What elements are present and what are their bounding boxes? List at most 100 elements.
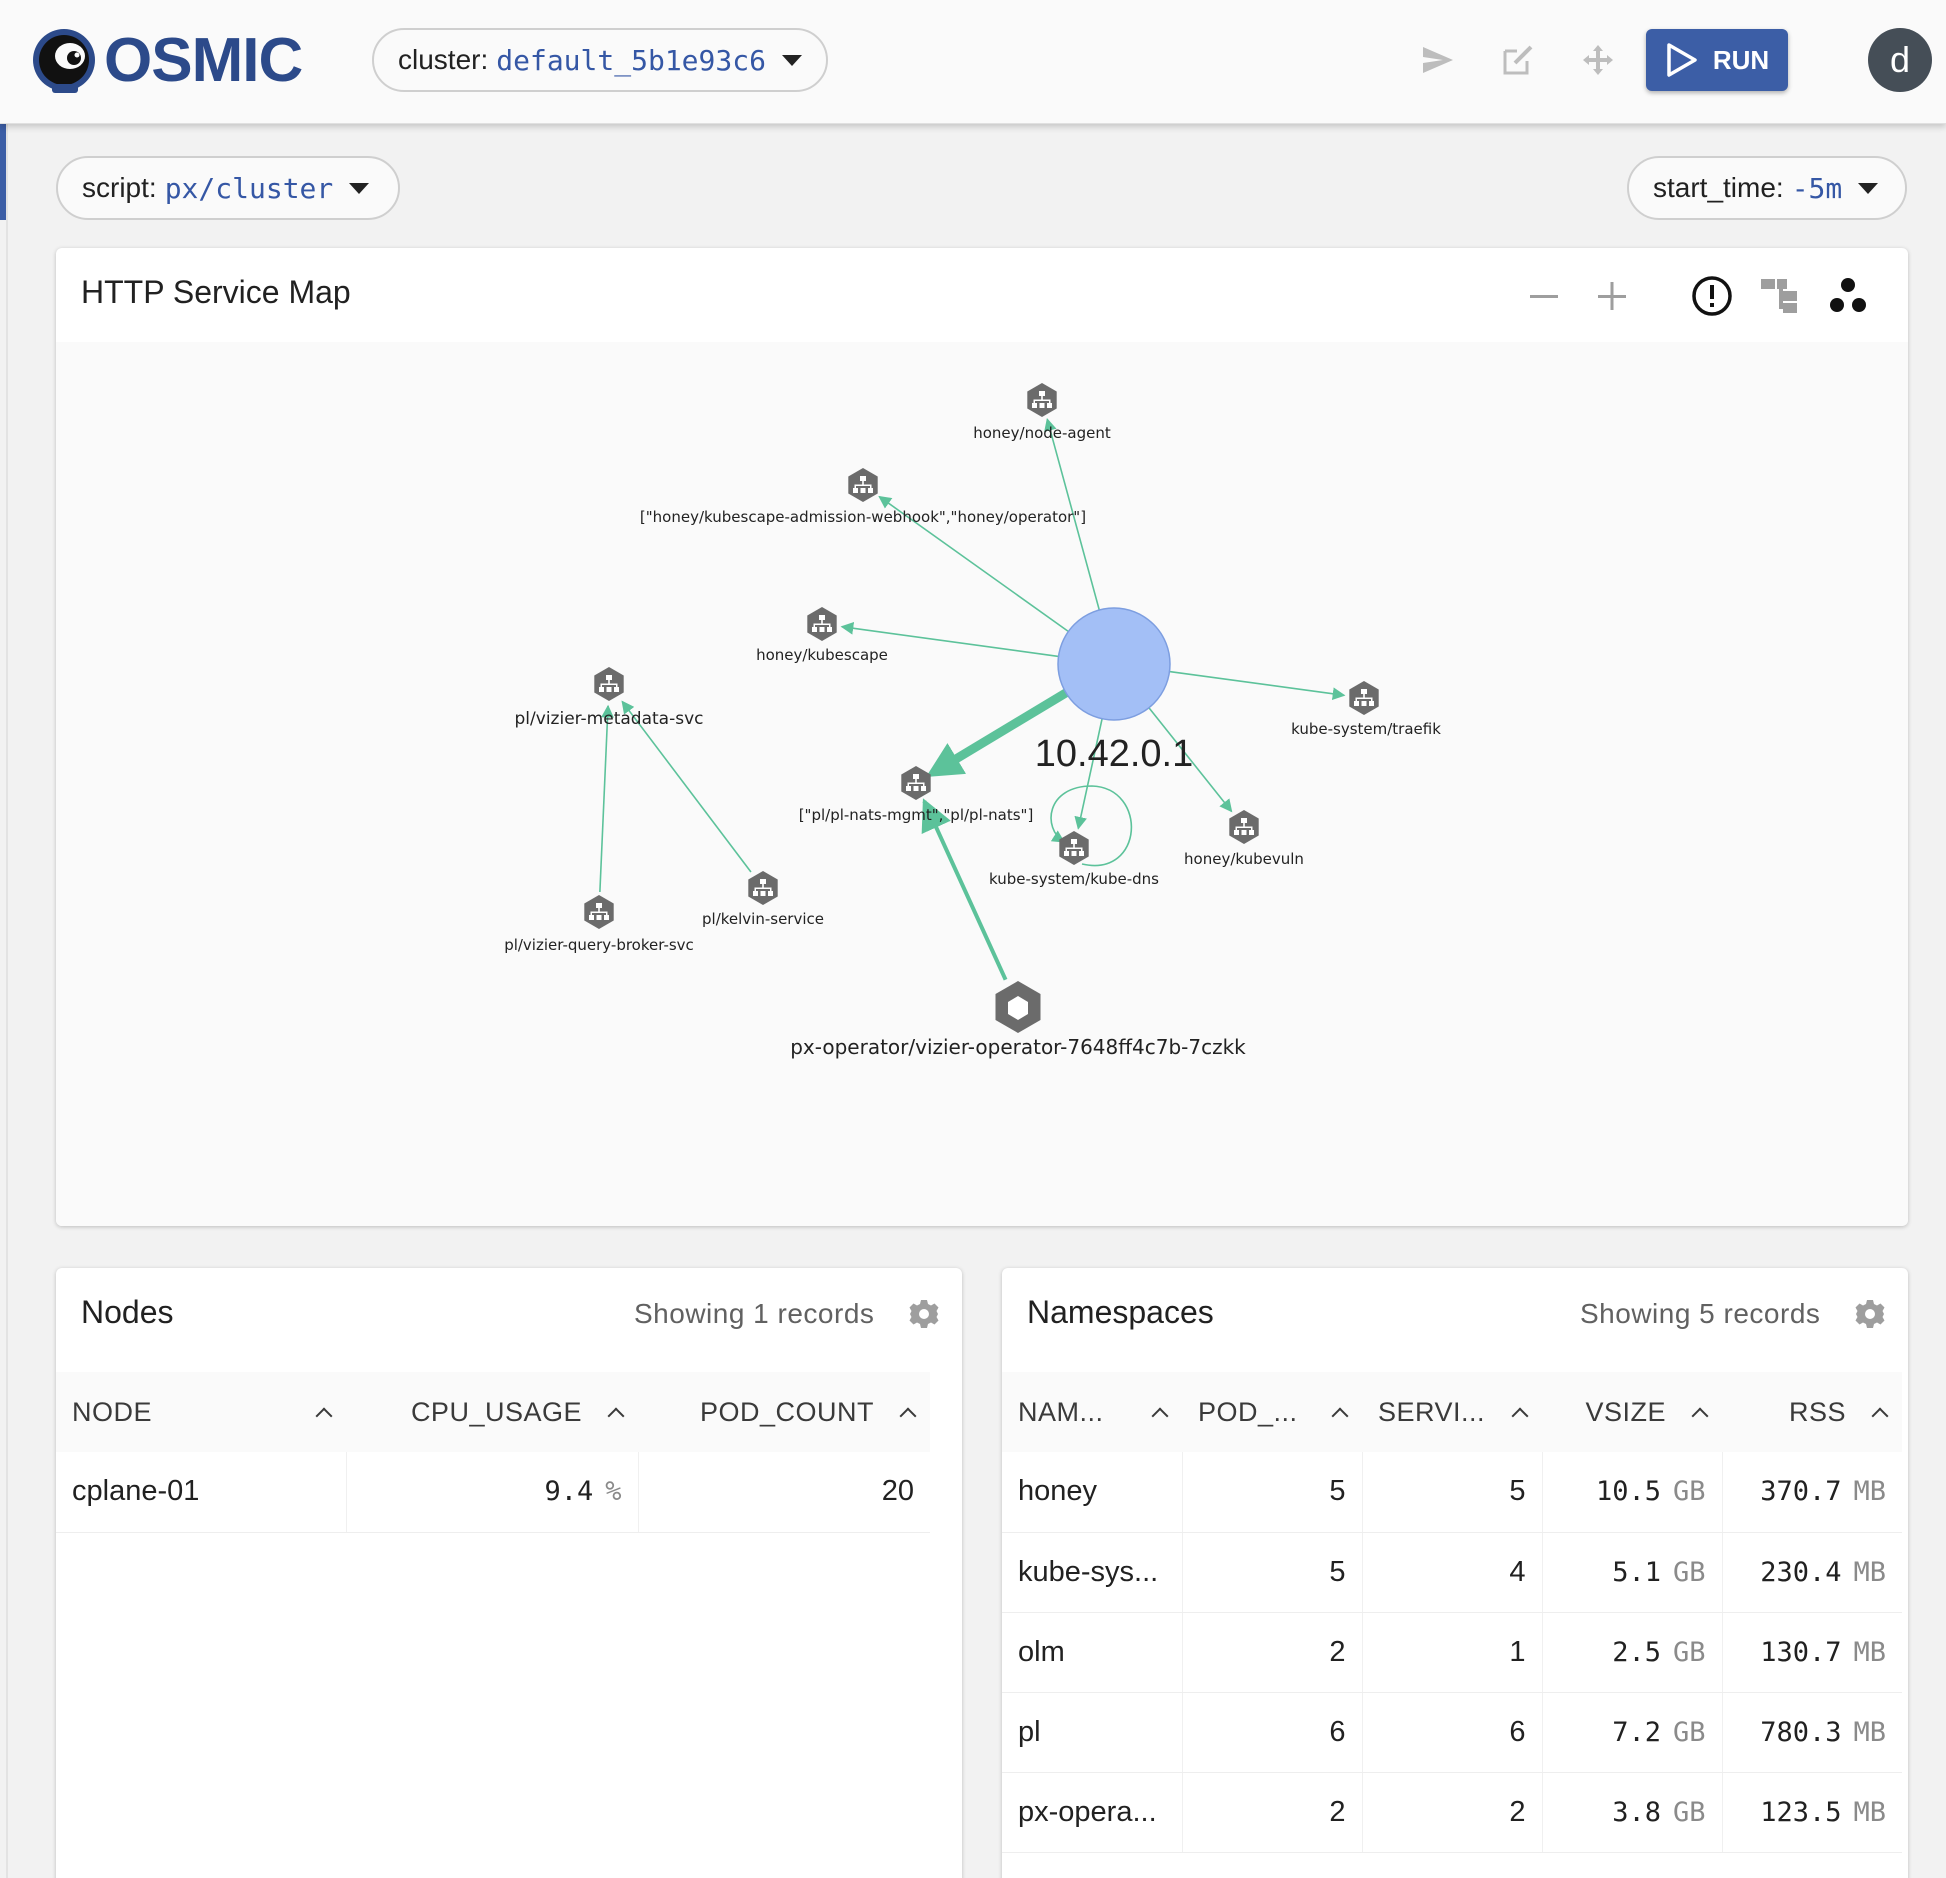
cell-pod-count: 6 <box>1182 1692 1363 1773</box>
column-header-cpu-usage[interactable]: CPU_USAGE <box>346 1372 638 1452</box>
cell-service-count: 5 <box>1362 1452 1543 1533</box>
column-header-service-count[interactable]: SERVI... <box>1362 1372 1542 1452</box>
cell-service-count: 2 <box>1362 1772 1543 1853</box>
edge[interactable] <box>1169 670 1346 701</box>
logo[interactable]: OSMIC <box>30 20 303 100</box>
graph-node-label: kube-system/kube-dns <box>989 870 1159 888</box>
graph-node-service[interactable]: ["pl/pl-nats-mgmt","pl/pl-nats"] <box>799 766 1034 824</box>
caret-down-icon <box>1858 182 1879 194</box>
node-glyph <box>599 675 619 692</box>
table-row[interactable]: px-opera... 2 2 3.8 GB 123.5 MB <box>1002 1772 1902 1853</box>
graph-node-center[interactable]: 10.42.0.1 <box>1035 607 1193 775</box>
avatar-initial: d <box>1889 39 1911 80</box>
cell-namespace: olm <box>1002 1612 1183 1693</box>
edit-button[interactable] <box>1496 38 1540 82</box>
graph-node-label: honey/node-agent <box>973 424 1111 442</box>
alert-circle-icon <box>1692 276 1732 316</box>
graph-node-service[interactable]: kube-system/kube-dns <box>989 831 1159 888</box>
edge[interactable] <box>599 704 614 893</box>
namespaces-card: Namespaces Showing 5 records NAM... POD_… <box>1002 1268 1908 1878</box>
cluster-label: cluster: <box>398 44 489 75</box>
cell-vsize: 2.5 GB <box>1542 1612 1723 1693</box>
cell-rss: 780.3 MB <box>1722 1692 1902 1773</box>
cluster-selector[interactable]: cluster: default_5b1e93c6 <box>372 28 828 92</box>
namespaces-title: Namespaces <box>1027 1294 1214 1330</box>
cluster-dots-icon <box>1830 278 1866 312</box>
edge-heavy[interactable] <box>925 682 1079 778</box>
graph-node-service[interactable]: pl/vizier-metadata-svc <box>515 667 704 729</box>
cell-namespace: kube-sys... <box>1002 1532 1183 1613</box>
chevron-up-icon <box>899 1407 917 1425</box>
table-row[interactable]: olm 2 1 2.5 GB 130.7 MB <box>1002 1612 1902 1693</box>
table-header-row: NAM... POD_... SERVI... VSIZE RSS <box>1002 1372 1902 1452</box>
logo-text: OSMIC <box>104 25 303 95</box>
column-header-pod-count[interactable]: POD_... <box>1182 1372 1362 1452</box>
cell-pod-count: 5 <box>1182 1532 1363 1613</box>
graph-node-service[interactable]: honey/node-agent <box>973 383 1111 442</box>
service-map-card: HTTP Service Map <box>56 248 1908 1226</box>
table-row[interactable]: kube-sys... 5 4 5.1 GB 230.4 MB <box>1002 1532 1902 1613</box>
chevron-up-icon <box>1691 1407 1709 1425</box>
graph-node-label: kube-system/traefik <box>1291 720 1441 738</box>
edge[interactable] <box>1148 707 1233 813</box>
cell-rss: 130.7 MB <box>1722 1612 1902 1693</box>
nodes-table: NODE CPU_USAGE POD_COUNT cplane-01 9.4% … <box>56 1372 930 1533</box>
cell-cpu-usage: 9.4% <box>346 1452 639 1533</box>
graph-node-pod[interactable]: px-operator/vizier-operator-7648ff4c7b-7… <box>790 981 1246 1059</box>
user-avatar[interactable]: d <box>1868 28 1932 92</box>
start-time-selector[interactable]: start_time: -5m <box>1627 156 1907 220</box>
graph-node-service[interactable]: honey/kubescape <box>756 607 888 664</box>
graph-node-label: pl/vizier-query-broker-svc <box>504 936 694 954</box>
service-map-canvas[interactable]: 10.42.0.1 honey/node-agent ["honey/kubesca… <box>56 342 1908 1226</box>
zoom-in-button[interactable] <box>1590 274 1634 318</box>
nodes-card: Nodes Showing 1 records NODE CPU_USAGE P… <box>56 1268 962 1878</box>
plus-icon <box>1598 282 1626 310</box>
column-header-vsize[interactable]: VSIZE <box>1542 1372 1722 1452</box>
top-bar: OSMIC cluster: default_5b1e93c6 RUN d <box>0 0 1946 124</box>
hierarchy-icon <box>1761 279 1797 313</box>
cluster-layout-button[interactable] <box>1826 274 1870 318</box>
astronaut-helmet-icon <box>33 29 95 93</box>
column-header-node[interactable]: NODE <box>56 1372 346 1452</box>
graph-node-label: pl/vizier-metadata-svc <box>515 709 704 729</box>
edge[interactable] <box>878 495 1069 633</box>
edge[interactable] <box>840 621 1059 658</box>
share-button[interactable] <box>1416 38 1460 82</box>
graph-node-label: 10.42.0.1 <box>1035 733 1193 775</box>
column-header-pod-count[interactable]: POD_COUNT <box>638 1372 930 1452</box>
move-icon <box>1583 45 1613 75</box>
graph-node-service[interactable]: kube-system/traefik <box>1291 681 1441 738</box>
table-row[interactable]: honey 5 5 10.5 GB 370.7 MB <box>1002 1452 1902 1533</box>
move-button[interactable] <box>1576 38 1620 82</box>
edge-operator[interactable] <box>921 798 1008 981</box>
edge-self-loop[interactable] <box>1050 785 1133 867</box>
minus-icon <box>1530 295 1558 298</box>
graph-node-service[interactable]: pl/kelvin-service <box>702 871 824 928</box>
column-header-rss[interactable]: RSS <box>1722 1372 1902 1452</box>
service-graph[interactable]: 10.42.0.1 honey/node-agent ["honey/kubesca… <box>56 342 1908 1226</box>
table-row[interactable]: pl 6 6 7.2 GB 780.3 MB <box>1002 1692 1902 1773</box>
cell-namespace: honey <box>1002 1452 1183 1533</box>
alert-toggle-button[interactable] <box>1690 274 1734 318</box>
graph-node-service[interactable]: honey/kubevuln <box>1184 810 1304 868</box>
graph-node-service[interactable]: ["honey/kubescape-admission-webhook","ho… <box>640 468 1086 526</box>
edge[interactable] <box>1074 718 1103 830</box>
run-button[interactable]: RUN <box>1646 29 1788 91</box>
sidebar-accent <box>0 124 6 220</box>
zoom-out-button[interactable] <box>1522 274 1566 318</box>
hierarchy-layout-button[interactable] <box>1758 274 1802 318</box>
graph-node-service[interactable]: pl/vizier-query-broker-svc <box>504 895 694 954</box>
chevron-up-icon <box>315 1407 333 1425</box>
ip-node-circle <box>1057 607 1171 721</box>
gear-icon[interactable] <box>908 1298 940 1330</box>
cell-vsize: 10.5 GB <box>1542 1452 1723 1533</box>
graph-node-label: ["honey/kubescape-admission-webhook","ho… <box>640 508 1086 526</box>
column-header-namespace[interactable]: NAM... <box>1002 1372 1182 1452</box>
node-glyph <box>589 903 609 920</box>
gear-icon[interactable] <box>1854 1298 1886 1330</box>
node-glyph <box>906 774 926 791</box>
edge[interactable] <box>621 700 752 873</box>
table-row[interactable]: cplane-01 9.4% 20 <box>56 1452 930 1533</box>
script-selector[interactable]: script: px/cluster <box>56 156 400 220</box>
edge[interactable] <box>1044 418 1101 611</box>
